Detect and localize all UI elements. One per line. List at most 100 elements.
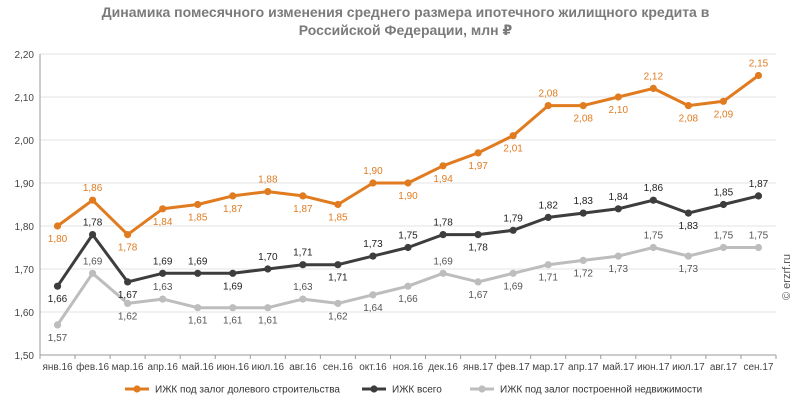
data-point [439,231,447,239]
legend-swatch-marker [478,385,486,393]
legend: ИЖК под залог долевого строительства ИЖК … [125,385,702,396]
data-point [439,269,447,277]
data-point [404,179,412,187]
data-label: 2,09 [714,109,734,120]
y-tick-label: 1,80 [15,222,35,233]
x-tick-label: дек.16 [428,362,458,373]
data-point [719,243,728,252]
data-point [229,192,237,200]
data-label: 1,71 [328,273,348,284]
data-point [754,71,763,80]
data-point [474,278,482,286]
data-label: 1,97 [468,161,488,172]
data-label: 1,78 [433,218,453,229]
y-tick-label: 2,00 [15,136,35,147]
data-label: 1,67 [468,290,488,301]
data-label: 1,73 [679,264,699,275]
x-tick-label: мар.17 [532,362,564,373]
data-label: 1,88 [258,175,278,186]
data-label: 1,75 [749,231,769,242]
data-label: 1,84 [153,217,173,228]
x-tick-label: сен.17 [743,362,773,373]
y-tick-label: 2,10 [15,93,35,104]
x-tick-label: мар.16 [112,362,144,373]
data-point [229,304,237,312]
data-point [334,200,342,209]
x-tick-label: май.16 [182,362,214,373]
x-tick-label: авг.16 [289,362,317,373]
data-label: 2,08 [538,89,558,100]
data-point [579,256,587,264]
data-label: 1,83 [679,221,699,232]
x-tick-label: июл.16 [252,362,285,373]
data-point [264,304,272,312]
data-point [614,93,622,101]
data-point [579,102,587,110]
x-tick-label: июл.17 [672,362,705,373]
series-1: 1,80 1,86 1,78 1,84 1,85 1,87 1,88 1,87 1,85 1,90… [48,59,769,254]
data-label: 1,94 [433,174,453,185]
data-point [124,278,132,286]
y-tick-label: 1,60 [15,308,35,319]
data-label: 1,71 [538,273,558,284]
data-point [614,205,622,213]
y-tick-label: 1,90 [15,179,35,190]
data-point [719,97,728,105]
data-label: 2,10 [609,105,629,116]
data-label: 1,69 [503,281,523,292]
data-point [53,222,62,230]
legend-label: ИЖК под залог построенной недвижимости [500,385,702,396]
data-point [194,200,202,209]
data-label: 1,69 [188,256,208,267]
data-label: 1,87 [293,204,313,215]
data-label: 2,01 [503,144,523,155]
data-label: 2,08 [574,114,594,125]
data-point [649,84,657,92]
data-point [88,269,97,277]
data-point [544,213,552,221]
x-tick-label: фев.16 [76,361,109,373]
x-tick-label: окт.16 [359,362,387,373]
data-label: 1,78 [468,243,488,254]
series-3: 1,57 1,69 1,62 1,63 1,61 1,61 1,61 1,63 1,62 1,64… [48,231,769,344]
data-label: 1,70 [258,252,278,263]
data-label: 1,75 [398,231,418,242]
data-point [649,196,657,204]
data-point [229,269,237,277]
data-point [194,304,202,312]
data-point [369,291,377,299]
data-point [684,252,692,260]
data-label: 1,66 [48,294,68,305]
legend-item-3: ИЖК под залог построенной недвижимости [470,385,702,396]
x-tick-label: янв.16 [42,362,73,373]
x-tick-label: авг.17 [710,362,738,373]
legend-label: ИЖК под залог долевого строительства [155,385,340,396]
x-tick-label: фев.17 [497,361,530,373]
data-point [579,209,587,217]
data-point [88,231,97,239]
data-point [509,226,517,234]
data-point [124,299,132,307]
data-point [159,295,167,303]
legend-swatch-marker [133,385,141,393]
data-point [264,188,272,196]
y-axis-ticks: 1,50 1,60 1,70 1,80 1,90 2,00 2,10 2,20 [15,50,35,362]
data-label: 1,90 [363,166,383,177]
data-point [649,243,657,252]
series-2: 1,66 1,78 1,67 1,69 1,69 1,69 1,70 1,71 1,71 1,73… [48,179,769,305]
legend-label: ИЖК всего [392,385,442,396]
data-point [194,269,202,277]
data-point [404,243,412,252]
x-tick-label: апр.16 [147,362,178,373]
chart-title: Динамика помесячного изменения среднего … [0,3,811,39]
data-label: 1,85 [328,213,348,224]
data-label: 1,73 [609,264,629,275]
data-point [614,252,622,260]
data-point [159,269,167,277]
data-point [369,252,377,260]
data-label: 2,08 [679,114,699,125]
data-label: 1,85 [714,188,734,199]
data-point [684,209,692,217]
data-point [474,231,482,239]
data-label: 1,61 [188,316,208,327]
